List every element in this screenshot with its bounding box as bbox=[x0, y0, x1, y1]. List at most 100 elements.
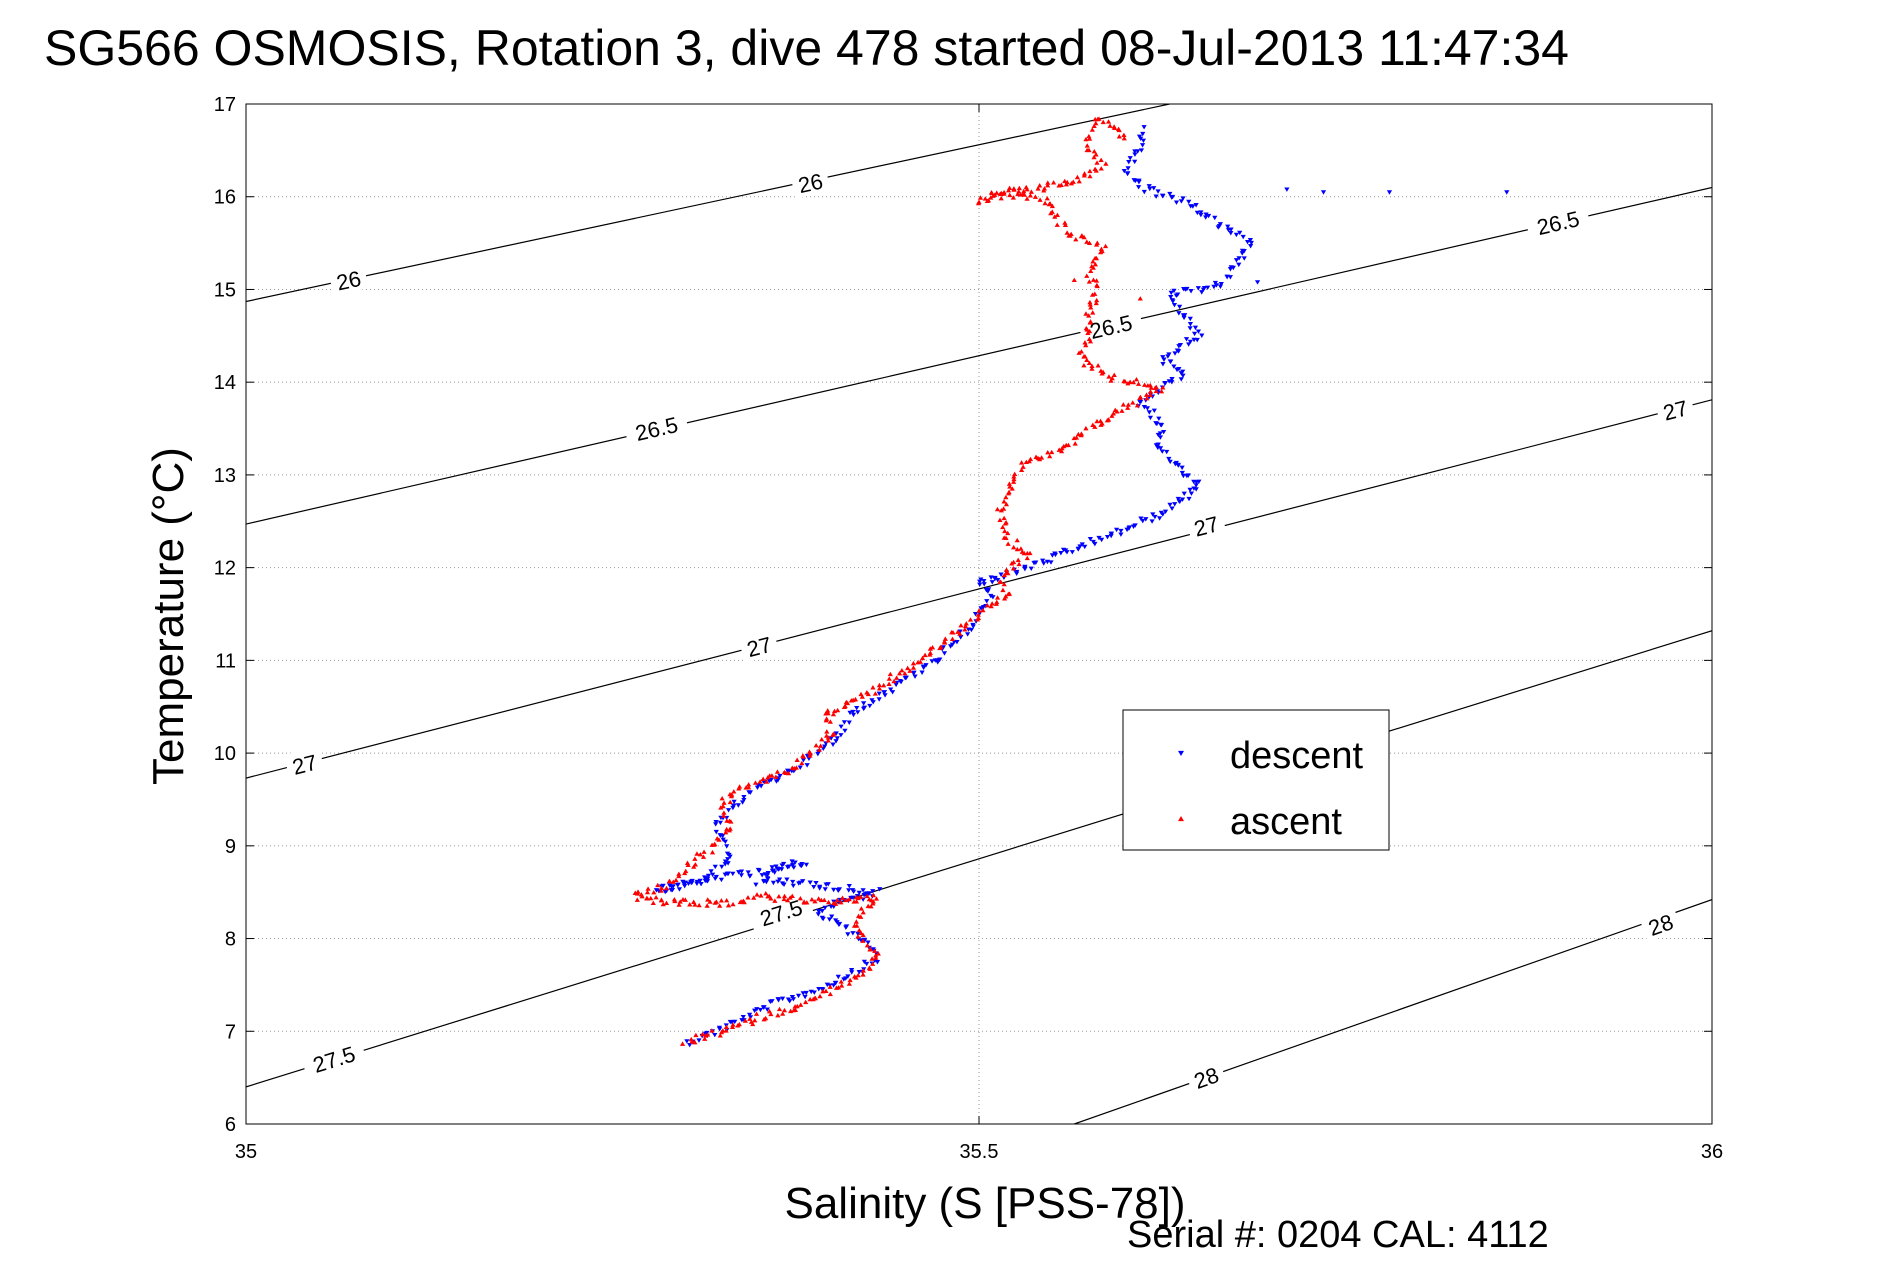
data-point bbox=[863, 892, 869, 897]
data-point bbox=[1159, 449, 1165, 454]
data-point bbox=[919, 655, 926, 661]
data-point bbox=[1073, 237, 1079, 242]
data-point bbox=[842, 703, 848, 709]
data-point bbox=[846, 888, 852, 893]
data-point bbox=[1087, 320, 1093, 325]
contour-label-27: 27 bbox=[744, 632, 774, 662]
data-point bbox=[752, 780, 759, 785]
data-point bbox=[663, 900, 670, 905]
data-point bbox=[1083, 311, 1089, 316]
data-point bbox=[1244, 239, 1251, 245]
data-point bbox=[717, 1033, 723, 1038]
y-tick-label: 16 bbox=[214, 187, 236, 209]
data-point bbox=[1064, 230, 1070, 235]
data-point bbox=[746, 782, 752, 787]
data-point bbox=[1141, 189, 1147, 195]
data-point bbox=[824, 729, 830, 734]
data-point bbox=[1000, 524, 1006, 530]
data-point bbox=[839, 983, 845, 988]
data-point bbox=[1187, 326, 1193, 331]
data-point bbox=[994, 599, 1000, 605]
data-point bbox=[881, 690, 888, 695]
data-point bbox=[1157, 435, 1164, 440]
data-point bbox=[1081, 362, 1087, 368]
legend-box bbox=[1122, 709, 1390, 851]
data-point bbox=[1162, 509, 1169, 515]
data-point bbox=[753, 882, 759, 888]
data-point bbox=[773, 774, 779, 779]
data-point bbox=[1118, 532, 1124, 537]
data-point bbox=[831, 900, 837, 906]
data-point bbox=[1168, 295, 1174, 300]
data-point bbox=[736, 784, 743, 789]
data-point bbox=[1133, 376, 1140, 382]
data-point bbox=[676, 887, 683, 892]
data-point bbox=[635, 889, 641, 894]
data-point bbox=[691, 899, 697, 904]
data-point bbox=[667, 878, 673, 884]
data-point bbox=[1132, 159, 1138, 165]
data-point bbox=[984, 602, 990, 608]
data-point bbox=[834, 897, 840, 903]
data-point bbox=[721, 800, 727, 805]
data-point bbox=[784, 865, 791, 870]
data-point bbox=[988, 603, 994, 609]
data-point bbox=[1212, 215, 1218, 221]
data-point bbox=[816, 909, 822, 914]
data-point bbox=[1155, 189, 1161, 194]
contour-label-27: 27 bbox=[1660, 395, 1690, 425]
data-point bbox=[1095, 363, 1101, 368]
data-point bbox=[1092, 424, 1098, 429]
data-point bbox=[748, 1019, 755, 1024]
data-point bbox=[1086, 240, 1093, 246]
data-point bbox=[797, 863, 803, 868]
data-point bbox=[823, 988, 829, 994]
data-point bbox=[676, 902, 682, 907]
data-point bbox=[769, 999, 775, 1004]
data-point bbox=[927, 650, 933, 655]
data-point bbox=[905, 665, 911, 671]
data-point bbox=[747, 874, 753, 879]
data-point bbox=[1047, 201, 1053, 206]
data-point bbox=[1126, 159, 1132, 165]
data-point bbox=[1169, 298, 1175, 303]
data-point bbox=[1018, 460, 1025, 465]
data-point bbox=[1110, 411, 1117, 416]
contour-label-27.5: 27.5 bbox=[310, 1041, 358, 1078]
data-point bbox=[1086, 133, 1092, 139]
data-point bbox=[658, 885, 665, 891]
data-point bbox=[1079, 542, 1085, 547]
data-point bbox=[812, 898, 818, 904]
data-point bbox=[1138, 516, 1144, 521]
data-point bbox=[1153, 194, 1159, 199]
data-point bbox=[874, 960, 881, 965]
data-point bbox=[722, 862, 728, 867]
contour-label-bg bbox=[738, 628, 780, 663]
data-point bbox=[1175, 496, 1181, 502]
data-point bbox=[858, 894, 864, 899]
data-point bbox=[1016, 561, 1022, 567]
data-point bbox=[1066, 233, 1072, 238]
legend-label-descent: descent bbox=[1230, 735, 1364, 777]
data-point bbox=[825, 899, 832, 905]
data-point bbox=[1113, 527, 1120, 533]
data-point bbox=[1152, 514, 1158, 520]
data-point bbox=[949, 642, 955, 648]
data-point bbox=[911, 671, 917, 676]
data-point bbox=[988, 195, 994, 200]
data-point bbox=[1007, 192, 1013, 198]
data-point bbox=[1088, 305, 1094, 310]
data-point bbox=[727, 1019, 733, 1025]
data-point bbox=[1124, 527, 1130, 533]
data-point bbox=[694, 851, 700, 856]
data-point bbox=[819, 736, 825, 742]
data-point bbox=[724, 826, 730, 832]
data-point bbox=[1040, 558, 1046, 564]
data-point bbox=[741, 797, 747, 803]
data-point bbox=[1048, 210, 1054, 216]
data-point bbox=[941, 651, 948, 656]
data-point bbox=[796, 881, 802, 886]
data-point bbox=[850, 712, 857, 718]
data-point bbox=[855, 972, 861, 978]
data-point bbox=[1106, 374, 1112, 379]
